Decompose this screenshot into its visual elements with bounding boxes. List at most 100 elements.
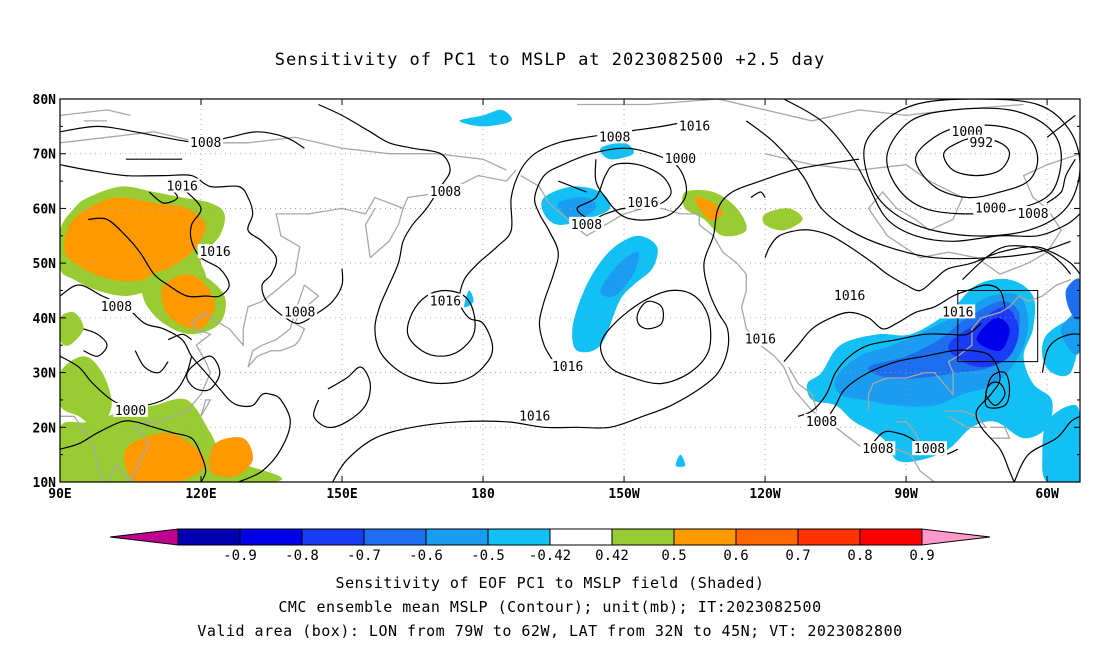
lon-label: 60W xyxy=(1035,487,1059,502)
contour-label-bg xyxy=(940,304,976,319)
contour-label-bg xyxy=(973,200,1009,215)
isobar xyxy=(576,162,672,221)
coastline xyxy=(364,208,376,258)
isobar xyxy=(943,136,1011,177)
contour-label: 1008 xyxy=(284,305,315,320)
colorbar-box xyxy=(859,528,923,546)
lat-label: 80N xyxy=(33,93,57,108)
contour-label: 1008 xyxy=(806,415,837,430)
contour-label: 1008 xyxy=(190,136,221,151)
lat-label: 20N xyxy=(33,421,57,436)
coastline xyxy=(106,464,131,482)
colorbar-box xyxy=(301,528,365,546)
contour-label: 1008 xyxy=(101,300,132,315)
colorbar-box xyxy=(177,528,241,546)
contour-label-bg xyxy=(428,293,463,308)
colorbar-label: -0.42 xyxy=(529,548,571,564)
isobar xyxy=(134,350,169,374)
colorbar-label: 0.5 xyxy=(661,548,686,564)
lon-label: 180 xyxy=(471,487,495,502)
isobar xyxy=(332,158,860,482)
isobar xyxy=(534,147,688,362)
coastline xyxy=(60,109,131,117)
colorbar-label: -0.5 xyxy=(471,548,505,564)
contour-label-bg xyxy=(912,441,947,456)
colorbar-box xyxy=(425,528,489,546)
contour-label: 1016 xyxy=(199,245,230,260)
lon-label: 150E xyxy=(326,487,357,502)
isobar xyxy=(984,371,1011,409)
contour-label: 992 xyxy=(970,136,993,151)
isobar xyxy=(783,99,1080,242)
colorbar-label: -0.8 xyxy=(285,548,319,564)
isobar xyxy=(60,420,207,482)
colorbar-box xyxy=(611,528,675,546)
coastline xyxy=(369,208,404,259)
lon-label: 90E xyxy=(48,487,71,502)
sensitivity-patch xyxy=(1042,404,1080,482)
sensitivity-patch xyxy=(209,437,254,478)
colorbar-label: -0.7 xyxy=(347,548,381,564)
contour-labels: 1008 1016 1016 1008 1008 1000 1008 1016 1016 1016… xyxy=(99,118,1051,457)
sensitivity-patch xyxy=(675,454,686,467)
sensitivity-patch xyxy=(600,142,634,160)
isobar xyxy=(1041,333,1080,373)
contour-label: 1000 xyxy=(115,404,146,419)
lat-label: 10N xyxy=(33,476,57,491)
coastline xyxy=(990,426,1011,439)
contour-label-bg xyxy=(569,216,604,231)
sensitivity-patch xyxy=(1065,278,1080,320)
coastline xyxy=(943,410,988,428)
isobar xyxy=(820,349,1015,482)
lon-label: 90W xyxy=(894,487,918,502)
colorbar-box xyxy=(549,528,613,546)
contour-label-bg xyxy=(282,304,318,319)
contour-label: 1008 xyxy=(914,442,945,457)
colorbar-box xyxy=(797,528,861,546)
contour-label: 1000 xyxy=(975,201,1006,216)
colorbar-label: 0.6 xyxy=(723,548,748,564)
sensitivity-patch xyxy=(60,311,84,346)
caption-line-2: CMC ensemble mean MSLP (Contour); unit(m… xyxy=(278,598,822,616)
contour-label: 1008 xyxy=(1017,207,1048,222)
contour-label: 1008 xyxy=(599,130,630,145)
isobar xyxy=(745,120,1071,260)
contour-label-bg xyxy=(188,134,224,149)
contour-label: 1016 xyxy=(834,289,865,304)
colorbar-label: -0.9 xyxy=(223,548,257,564)
contour-label: 1016 xyxy=(552,360,583,375)
isobar xyxy=(797,322,982,417)
contour-label-bg xyxy=(99,298,134,313)
isobar xyxy=(312,366,371,429)
contour-label-bg xyxy=(625,194,661,209)
contour-label: 1000 xyxy=(665,152,696,167)
coastline xyxy=(867,278,1071,411)
coastline xyxy=(200,399,212,417)
valid-area-box xyxy=(957,290,1039,363)
coastline xyxy=(60,415,103,482)
colorbar-label: 0.8 xyxy=(847,548,872,564)
sensitivity-patch xyxy=(762,208,803,231)
mslp-contours xyxy=(60,99,1080,482)
contour-label-bg xyxy=(550,359,586,374)
lat-label: 30N xyxy=(33,367,57,382)
contour-label-bg xyxy=(949,123,985,138)
isobar xyxy=(962,245,1072,281)
contour-label-bg xyxy=(804,413,839,428)
lon-label: 150W xyxy=(608,487,639,502)
lat-label: 50N xyxy=(33,257,57,272)
lon-label: 120E xyxy=(185,487,216,502)
isobar xyxy=(60,125,305,149)
contour-label-bg xyxy=(164,178,200,193)
colorbar-label: 0.9 xyxy=(909,548,934,564)
contour-label: 1008 xyxy=(862,442,893,457)
coastline xyxy=(247,284,320,368)
sensitivity-patch xyxy=(459,109,512,127)
chart-title: Sensitivity of PC1 to MSLP at 2023082500… xyxy=(274,50,826,70)
isobar xyxy=(636,300,665,330)
sensitivity-shading xyxy=(60,109,1080,482)
contour-label-bg xyxy=(1015,205,1051,220)
lat-label: 70N xyxy=(33,148,57,163)
colorbar-label: 0.42 xyxy=(595,548,629,564)
